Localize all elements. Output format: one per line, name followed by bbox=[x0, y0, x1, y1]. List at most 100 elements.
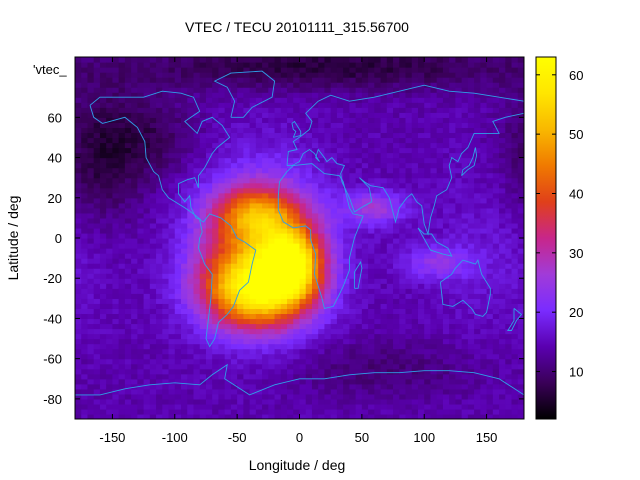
heat-cell bbox=[87, 388, 95, 395]
heat-cell bbox=[224, 97, 232, 103]
heat-cell bbox=[112, 263, 120, 269]
heat-cell bbox=[349, 263, 357, 269]
heat-cell bbox=[199, 308, 207, 315]
heat-cell bbox=[355, 358, 363, 365]
heat-cell bbox=[224, 363, 232, 370]
heat-cell bbox=[368, 227, 375, 234]
heat-cell bbox=[299, 122, 307, 128]
heat-cell bbox=[249, 328, 257, 335]
heat-cell bbox=[336, 258, 344, 264]
heat-cell bbox=[199, 293, 207, 299]
heat-cell bbox=[237, 177, 244, 184]
heat-cell bbox=[436, 323, 444, 330]
heat-cell bbox=[162, 318, 170, 325]
heat-cell bbox=[311, 343, 319, 350]
heat-cell bbox=[287, 293, 294, 299]
heat-cell bbox=[174, 97, 182, 103]
heat-cell bbox=[181, 222, 188, 229]
heat-cell bbox=[374, 82, 382, 88]
heat-cell bbox=[274, 388, 282, 395]
heat-cell bbox=[168, 303, 176, 309]
heat-cell bbox=[268, 177, 276, 184]
heat-cell bbox=[455, 192, 463, 199]
heat-cell bbox=[330, 182, 338, 189]
heat-cell bbox=[374, 57, 382, 63]
heat-cell bbox=[386, 238, 394, 244]
heat-cell bbox=[461, 217, 469, 224]
heat-cell bbox=[486, 232, 494, 239]
heat-cell bbox=[149, 273, 157, 279]
heat-cell bbox=[380, 363, 388, 370]
heat-cell bbox=[455, 72, 463, 78]
heat-cell bbox=[368, 368, 375, 375]
heat-cell bbox=[149, 258, 157, 264]
heat-cell bbox=[230, 248, 238, 254]
heat-cell bbox=[230, 348, 238, 355]
heat-cell bbox=[399, 207, 407, 214]
heat-cell bbox=[205, 238, 213, 244]
heat-cell bbox=[212, 408, 220, 415]
heat-cell bbox=[81, 318, 89, 325]
heat-cell bbox=[442, 77, 450, 83]
heat-cell bbox=[442, 298, 450, 304]
heat-cell bbox=[81, 137, 89, 144]
heat-cell bbox=[318, 142, 326, 149]
heat-cell bbox=[436, 152, 444, 159]
heat-cell bbox=[218, 378, 226, 385]
heat-cell bbox=[118, 238, 126, 244]
heat-cell bbox=[212, 57, 220, 63]
heat-cell bbox=[393, 157, 400, 164]
heat-cell bbox=[224, 162, 232, 169]
heat-cell bbox=[237, 303, 244, 309]
heat-cell bbox=[455, 87, 463, 93]
heat-cell bbox=[156, 373, 163, 380]
heat-cell bbox=[336, 212, 344, 219]
heat-cell bbox=[193, 212, 201, 219]
heat-cell bbox=[93, 62, 101, 68]
heat-cell bbox=[393, 162, 400, 169]
heat-cell bbox=[480, 318, 488, 325]
heat-cell bbox=[386, 142, 394, 149]
heat-cell bbox=[181, 373, 188, 380]
heat-cell bbox=[449, 318, 457, 325]
heat-cell bbox=[262, 238, 269, 244]
heat-cell bbox=[249, 323, 257, 330]
heat-cell bbox=[137, 323, 145, 330]
heat-cell bbox=[237, 383, 244, 390]
heat-cell bbox=[393, 388, 400, 395]
heat-cell bbox=[93, 408, 101, 415]
heat-cell bbox=[368, 212, 375, 219]
heat-cell bbox=[156, 273, 163, 279]
heat-cell bbox=[93, 197, 101, 204]
heat-cell bbox=[405, 82, 413, 88]
heat-cell bbox=[467, 207, 475, 214]
heat-cell bbox=[442, 147, 450, 154]
heatmap-cells bbox=[75, 57, 524, 419]
heat-cell bbox=[461, 172, 469, 179]
heat-cell bbox=[149, 283, 157, 289]
heat-cell bbox=[81, 152, 89, 159]
heat-cell bbox=[287, 283, 294, 289]
heat-cell bbox=[424, 248, 432, 254]
heat-cell bbox=[442, 202, 450, 209]
heat-cell bbox=[156, 127, 163, 134]
heat-cell bbox=[262, 72, 269, 78]
heat-cell bbox=[106, 132, 114, 139]
heat-cell bbox=[255, 147, 263, 154]
heat-cell bbox=[324, 132, 332, 139]
heat-cell bbox=[349, 368, 357, 375]
heat-cell bbox=[293, 187, 301, 194]
heat-cell bbox=[274, 222, 282, 229]
heat-cell bbox=[480, 97, 488, 103]
heat-cell bbox=[386, 378, 394, 385]
heat-cell bbox=[87, 413, 95, 419]
heat-cell bbox=[436, 127, 444, 134]
heat-cell bbox=[93, 373, 101, 380]
heat-cell bbox=[255, 413, 263, 419]
heat-cell bbox=[399, 393, 407, 400]
heat-cell bbox=[424, 333, 432, 340]
heat-cell bbox=[349, 147, 357, 154]
heat-cell bbox=[93, 72, 101, 78]
heat-cell bbox=[168, 243, 176, 249]
heat-cell bbox=[118, 413, 126, 419]
